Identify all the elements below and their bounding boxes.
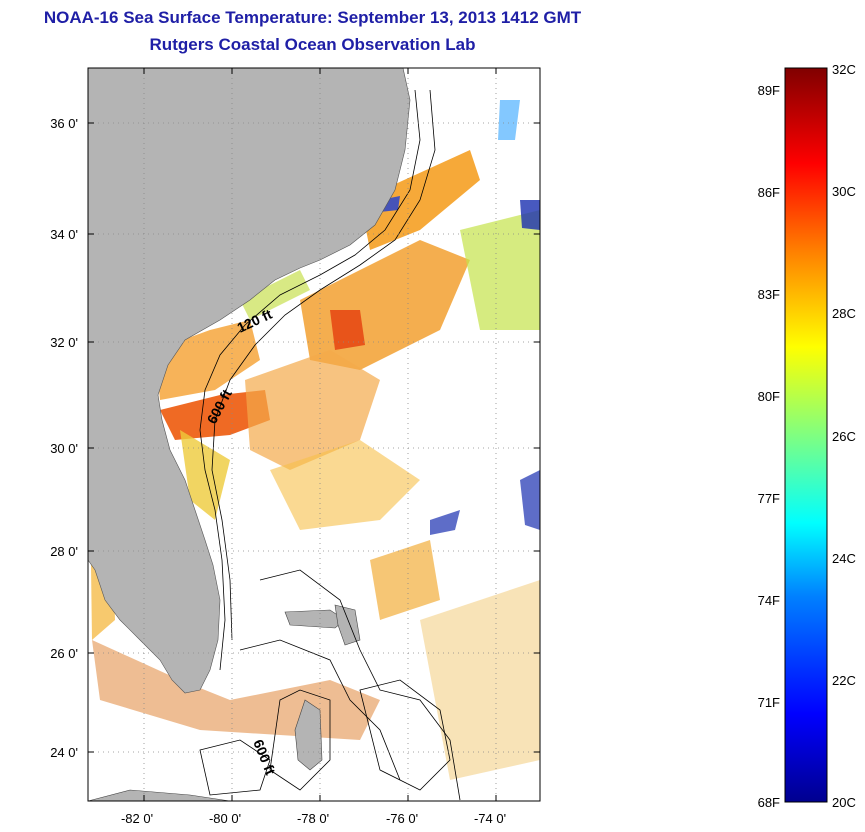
lat-label: 26 0' xyxy=(50,646,78,661)
colorbar-f-label: 68F xyxy=(758,795,780,810)
lat-label: 24 0' xyxy=(50,745,78,760)
latitude-labels: 36 0' 34 0' 32 0' 30 0' 28 0' 26 0' 24 0… xyxy=(50,116,78,760)
map-subtitle: Rutgers Coastal Ocean Observation Lab xyxy=(149,35,476,54)
longitude-labels: -82 0' -80 0' -78 0' -76 0' -74 0' xyxy=(121,811,506,826)
colorbar-f-label: 89F xyxy=(758,83,780,98)
colorbar-f-label: 74F xyxy=(758,593,780,608)
land-cuba xyxy=(88,789,231,801)
lat-label: 30 0' xyxy=(50,441,78,456)
lat-label: 28 0' xyxy=(50,544,78,559)
colorbar-c-label: 32C xyxy=(832,62,856,77)
map-area: 120 ft 600 ft 600 ft xyxy=(88,68,540,801)
map-title: NOAA-16 Sea Surface Temperature: Septemb… xyxy=(43,8,582,27)
colorbar-fahrenheit-labels: 89F 86F 83F 80F 77F 74F 71F 68F xyxy=(758,83,780,810)
lon-label: -78 0' xyxy=(297,811,329,826)
colorbar-c-label: 20C xyxy=(832,795,856,810)
sst-field xyxy=(90,100,540,780)
map-grid xyxy=(88,68,540,801)
map-frame xyxy=(87,67,541,802)
lon-label: -76 0' xyxy=(386,811,418,826)
colorbar-c-label: 26C xyxy=(832,429,856,444)
land-andros-island xyxy=(294,699,323,771)
lat-label: 34 0' xyxy=(50,227,78,242)
colorbar-f-label: 83F xyxy=(758,287,780,302)
colorbar-f-label: 71F xyxy=(758,695,780,710)
colorbar-c-label: 24C xyxy=(832,551,856,566)
colorbar-f-label: 77F xyxy=(758,491,780,506)
colorbar xyxy=(784,67,828,803)
bathymetry-contours xyxy=(199,89,461,801)
lon-label: -82 0' xyxy=(121,811,153,826)
lon-label: -80 0' xyxy=(209,811,241,826)
colorbar-c-label: 22C xyxy=(832,673,856,688)
colorbar-f-label: 86F xyxy=(758,185,780,200)
map-ticks xyxy=(88,68,540,801)
lat-label: 36 0' xyxy=(50,116,78,131)
colorbar-c-label: 28C xyxy=(832,306,856,321)
lat-label: 32 0' xyxy=(50,335,78,350)
colorbar-celsius-labels: 32C 30C 28C 26C 24C 22C 20C xyxy=(832,62,856,810)
colorbar-c-label: 30C xyxy=(832,184,856,199)
colorbar-f-label: 80F xyxy=(758,389,780,404)
lon-label: -74 0' xyxy=(474,811,506,826)
land-mainland xyxy=(88,68,411,694)
